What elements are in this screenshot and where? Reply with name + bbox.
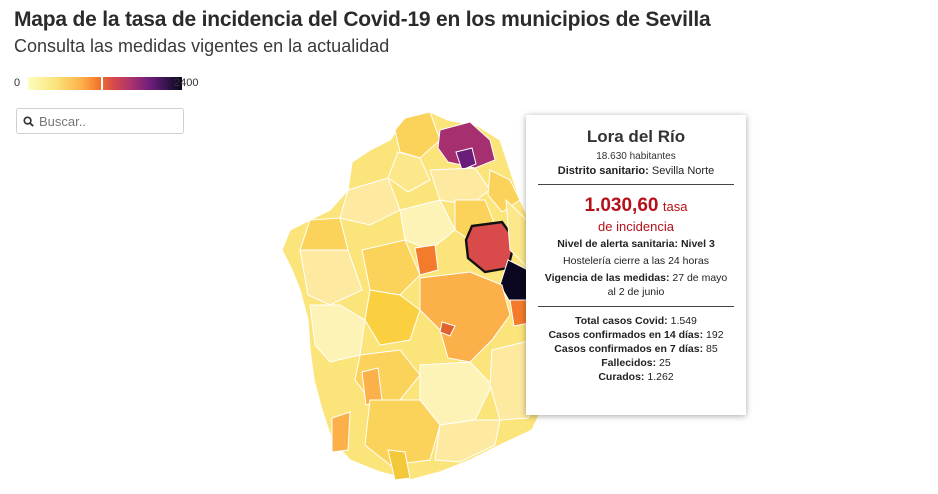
municipality-north-purple bbox=[455, 147, 477, 171]
search-icon bbox=[17, 115, 39, 127]
page-subtitle: Consulta las medidas vigentes en la actu… bbox=[14, 36, 390, 56]
tooltip-municipality-name: Lora del Río bbox=[586, 127, 686, 146]
legend-max: 2400 bbox=[174, 77, 199, 89]
tooltip-population: 18.630 habitantes bbox=[596, 151, 676, 162]
search-box[interactable] bbox=[16, 108, 184, 134]
tooltip-validity: Vigencia de las medidas: 27 de mayo al 2… bbox=[544, 272, 728, 298]
municipality-orange-small-2 bbox=[439, 321, 456, 337]
municipality-south-orange bbox=[361, 367, 383, 406]
tooltip-measure: Hostelería cierre a las 24 horas bbox=[563, 255, 709, 267]
municipality-northwest-1 bbox=[339, 177, 401, 226]
tooltip-recovered: Curados: 1.262 bbox=[598, 371, 674, 383]
tooltip-total-cases: Total casos Covid: 1.549 bbox=[575, 315, 697, 327]
tooltip-cases-7d: Casos confirmados en 7 días: 85 bbox=[554, 343, 718, 355]
tooltip-divider-2 bbox=[538, 306, 734, 307]
page-title: Mapa de la tasa de incidencia del Covid-… bbox=[14, 8, 711, 31]
search-input[interactable] bbox=[39, 113, 174, 129]
tooltip-rate: 1.030,60 tasa bbox=[584, 195, 688, 216]
legend-min: 0 bbox=[14, 77, 21, 89]
municipality-north-2 bbox=[387, 151, 431, 193]
municipality-southwest-orange bbox=[331, 411, 351, 453]
municipality-center-1 bbox=[399, 199, 456, 251]
municipality-west-2 bbox=[361, 239, 421, 296]
municipality-west-1 bbox=[299, 249, 363, 306]
municipality-orange-small-1 bbox=[414, 244, 439, 276]
municipality-south-4 bbox=[364, 399, 441, 466]
tooltip-cases-14d: Casos confirmados en 14 días: 192 bbox=[548, 329, 724, 341]
municipality-tooltip: Lora del Río 18.630 habitantes Distrito … bbox=[526, 115, 746, 415]
municipality-orange-large bbox=[419, 271, 511, 363]
tooltip-rate-label: de incidencia bbox=[598, 219, 674, 234]
tooltip-deaths: Fallecidos: 25 bbox=[601, 357, 671, 369]
tooltip-divider-1 bbox=[538, 184, 734, 185]
municipality-north-magenta bbox=[437, 121, 496, 169]
municipality-north-3 bbox=[429, 167, 491, 206]
municipality-south-5 bbox=[434, 419, 501, 463]
legend-gradient-bar bbox=[28, 77, 182, 90]
tooltip-district: Distrito sanitario: Sevilla Norte bbox=[557, 165, 715, 177]
municipality-lora-del-rio bbox=[464, 220, 517, 274]
legend-marker bbox=[101, 77, 103, 90]
tooltip-alert-level: Nivel de alerta sanitaria: Nivel 3 bbox=[557, 238, 715, 250]
color-legend: 0 2400 bbox=[14, 76, 214, 92]
municipality-south-6 bbox=[387, 449, 411, 481]
